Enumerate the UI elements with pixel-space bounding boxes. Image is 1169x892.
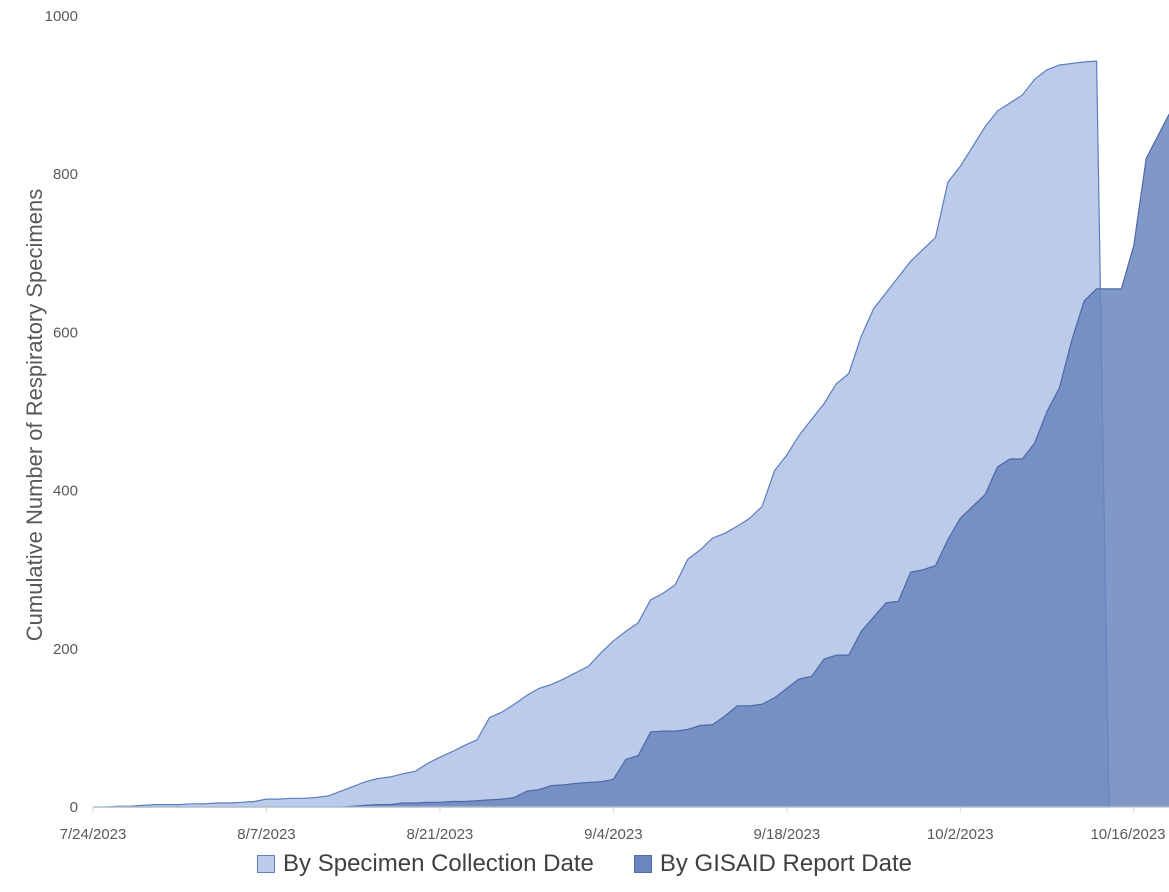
area-gisaid-date: [93, 113, 1169, 808]
y-axis-label: Cumulative Number of Respiratory Specime…: [22, 189, 47, 641]
x-axis-ticks: 7/24/2023 8/7/2023 8/21/2023 9/4/2023 9/18/2…: [60, 807, 1166, 843]
y-tick-label: 800: [53, 166, 78, 183]
area-series-group: [93, 60, 1169, 808]
legend-item-collection-date: By Specimen Collection Date: [257, 850, 594, 878]
x-tick-label: 7/24/2023: [60, 826, 127, 843]
y-tick-label: 1000: [45, 8, 78, 25]
legend-swatch-collection-date: [257, 855, 276, 873]
y-tick-label: 0: [70, 799, 78, 816]
y-tick-label: 400: [53, 483, 78, 500]
legend-label-collection-date: By Specimen Collection Date: [283, 850, 594, 877]
x-tick-label: 8/21/2023: [407, 826, 474, 843]
y-tick-label: 200: [53, 641, 78, 658]
legend-swatch-gisaid-date: [633, 855, 652, 873]
x-tick-label: 10/2/2023: [927, 826, 994, 843]
x-tick-label: 9/18/2023: [753, 826, 820, 843]
x-tick-label: 10/16/2023: [1090, 826, 1165, 843]
area-collection-date: [93, 60, 1110, 808]
y-tick-label: 600: [53, 324, 78, 341]
x-tick-label: 8/7/2023: [237, 826, 295, 843]
x-tick-label: 9/4/2023: [584, 826, 642, 843]
legend-label-gisaid-date: By GISAID Report Date: [659, 850, 912, 877]
legend-item-gisaid-date: By GISAID Report Date: [633, 850, 912, 878]
y-axis-ticks: 0 200 400 600 800 1000: [45, 8, 78, 816]
legend: By Specimen Collection Date By GISAID Re…: [0, 850, 1169, 878]
